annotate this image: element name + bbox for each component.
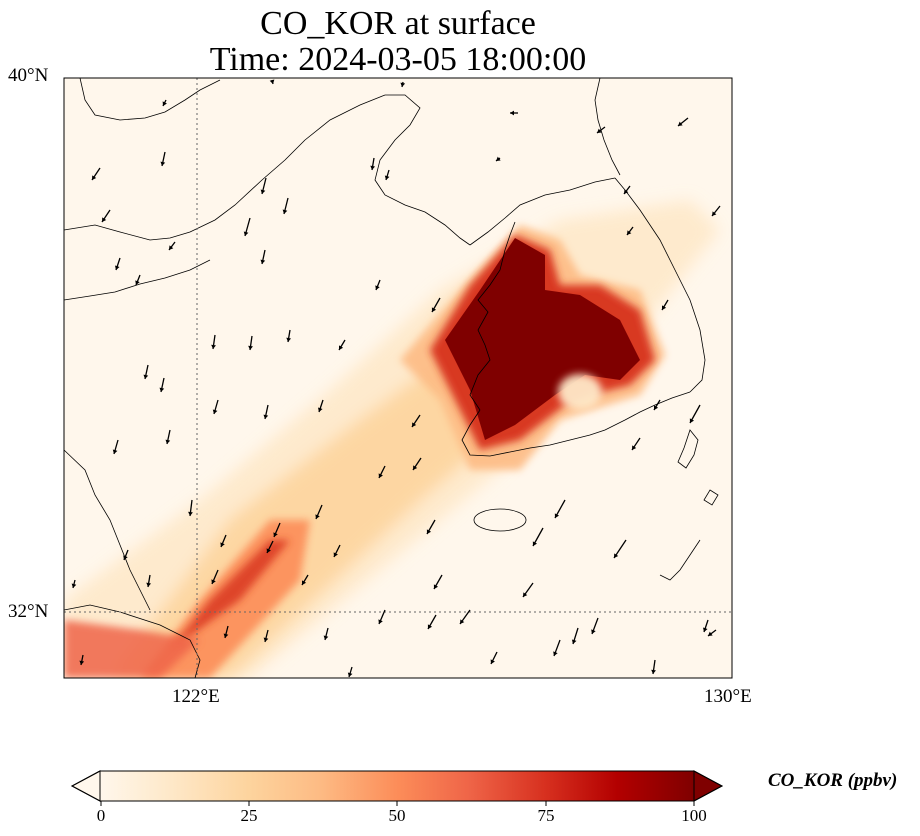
wind-vector-head — [662, 305, 667, 310]
wind-vector-head — [571, 639, 577, 644]
wind-vector-head — [114, 265, 120, 270]
wind-vector-head — [135, 280, 140, 285]
wind-vector-head — [315, 514, 320, 519]
concentration-field — [64, 200, 720, 678]
wind-vector-head — [146, 582, 152, 587]
lat-label-32n: 32°N — [8, 601, 49, 622]
map-title: CO_KOR at surface — [260, 5, 536, 42]
wind-vector-head — [532, 541, 538, 546]
wind-vector-head — [282, 209, 288, 214]
map-area — [64, 78, 732, 678]
wind-vector-head — [317, 407, 323, 412]
wind-vector-head — [400, 82, 406, 87]
wind-vector-head — [243, 231, 249, 236]
wind-vector-head — [460, 619, 465, 624]
wind-vector-head — [260, 259, 266, 264]
lon-label-130e: 130°E — [704, 686, 752, 707]
wind-vector-head — [702, 627, 708, 632]
wind-vector-head — [211, 579, 216, 584]
wind-vector-head — [496, 156, 501, 161]
wind-vector-head — [269, 79, 275, 84]
colorbar-extend-max — [693, 770, 724, 802]
wind-vector-head — [510, 110, 514, 116]
colorbar — [70, 770, 724, 806]
wind-vector-head — [188, 511, 193, 516]
wind-vector-head — [433, 584, 439, 589]
wind-vector-head — [624, 189, 629, 194]
gridlines — [64, 78, 732, 678]
wind-vector-head — [112, 449, 118, 454]
wind-vector-head — [333, 552, 338, 557]
wind-vector-head — [260, 189, 266, 194]
wind-vector-head — [159, 387, 165, 392]
colorbar-tick-25: 25 — [240, 806, 258, 825]
wind-vector-head — [273, 532, 278, 537]
lon-label-122e: 122°E — [172, 686, 220, 707]
wind-vector-head — [523, 592, 528, 597]
wind-vector-head — [426, 529, 432, 534]
wind-vector-head — [143, 374, 149, 379]
wind-vector-head — [632, 445, 637, 450]
wind-vector-head — [689, 418, 695, 423]
colorbar-tick-75: 75 — [537, 806, 555, 825]
wind-vector-head — [378, 473, 383, 478]
wind-vector-head — [375, 285, 380, 290]
wind-vector-head — [323, 635, 329, 640]
wind-vector-head — [413, 465, 418, 470]
wind-vector-head — [160, 161, 166, 166]
wind-vector-head — [248, 345, 253, 350]
wind-vector-head — [92, 175, 97, 180]
wind-vector-head — [302, 580, 307, 585]
wind-vector-head — [554, 513, 560, 518]
wind-vector-head — [427, 624, 433, 629]
wind-vector-head — [712, 211, 717, 216]
wind-vector-head — [412, 422, 417, 427]
wind-vector-head — [597, 128, 602, 133]
wind-vector-head — [169, 245, 174, 250]
map-time: Time: 2024-03-05 18:00:00 — [209, 41, 587, 78]
colorbar-tick-0: 0 — [96, 806, 106, 825]
colorbar-gradient — [100, 771, 694, 801]
wind-vector-head — [431, 307, 437, 312]
wind-vector-head — [339, 345, 344, 350]
wind-vector-head — [591, 629, 596, 634]
colorbar-tick-100: 100 — [681, 806, 707, 825]
wind-vectors — [71, 79, 721, 678]
wind-vector-head — [223, 633, 229, 638]
lat-label-40n: 40°N — [8, 65, 49, 86]
wind-vector-head — [553, 651, 558, 656]
wind-vector-head — [378, 619, 383, 624]
wind-vector-head — [162, 101, 167, 106]
wind-vector-head — [71, 583, 77, 588]
map-frame — [63, 77, 733, 679]
wind-vector-head — [212, 409, 218, 414]
wind-vector-head — [654, 405, 659, 410]
wind-vector-head — [347, 672, 353, 677]
wind-vector-head — [123, 555, 128, 560]
wind-vector-head — [384, 175, 390, 180]
colorbar-tick-50: 50 — [388, 806, 406, 825]
wind-vector-head — [286, 337, 292, 342]
colorbar-extend-min — [70, 770, 101, 802]
wind-vector-head — [614, 553, 619, 558]
wind-vector-head — [266, 548, 271, 553]
wind-vector-head — [79, 660, 85, 665]
wind-vector-head — [651, 669, 656, 674]
wind-vector-head — [708, 631, 713, 636]
wind-vector-head — [678, 121, 683, 126]
wind-vector-head — [627, 230, 632, 235]
wind-vector-head — [263, 414, 269, 419]
wind-vector-head — [490, 659, 495, 664]
wind-vector-head — [211, 344, 216, 349]
coastlines — [64, 78, 719, 678]
wind-vector-head — [370, 165, 376, 170]
wind-vector-head — [220, 542, 225, 547]
wind-vector-head — [102, 217, 107, 222]
wind-vector-head — [165, 439, 171, 444]
wind-vector-head — [263, 637, 269, 642]
colorbar-title: CO_KOR (ppbv) — [768, 770, 898, 791]
